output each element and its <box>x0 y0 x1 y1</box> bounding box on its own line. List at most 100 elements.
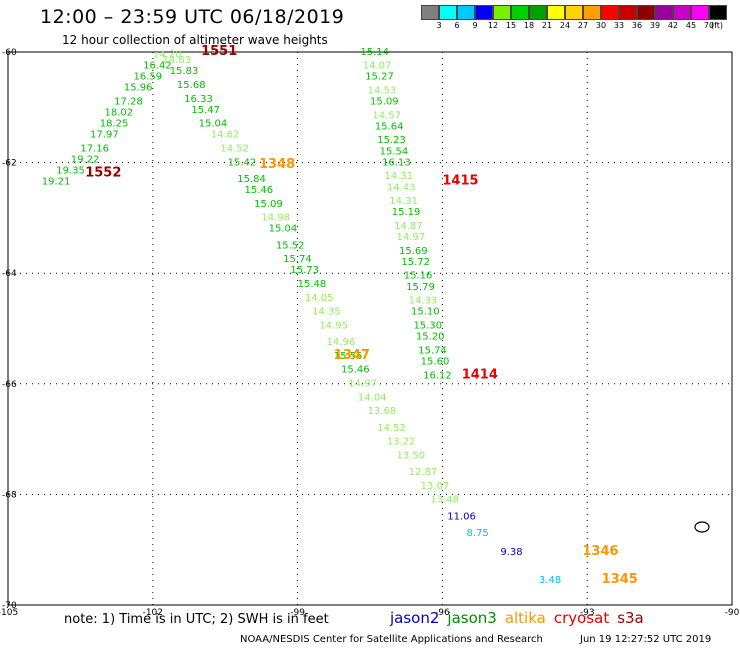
wave-height-value: 15.60 <box>421 356 450 367</box>
y-tick-label: -64 <box>2 269 17 279</box>
wave-height-value: 14.98 <box>261 213 290 224</box>
wave-height-value: 15.54 <box>380 146 409 157</box>
wave-height-value: 14.52 <box>377 423 406 434</box>
wave-height-value: 16.33 <box>184 94 213 105</box>
legend-swatch <box>421 5 439 20</box>
wave-height-value: 15.10 <box>411 307 440 318</box>
wave-height-value: 15.74 <box>418 345 447 356</box>
wave-height-value: 14.62 <box>211 130 240 141</box>
legend-swatch <box>691 5 709 20</box>
wave-height-value: 14.52 <box>220 144 249 155</box>
legend-swatch <box>637 5 655 20</box>
legend-label: 42 <box>667 21 679 30</box>
generated-timestamp: Jun 19 12:27:52 UTC 2019 <box>580 634 712 645</box>
legend-label: 3 <box>436 21 442 30</box>
legend-swatch <box>439 5 457 20</box>
pass-time-label: 1347 <box>334 348 370 363</box>
legend-swatch <box>655 5 673 20</box>
wave-height-value: 15.68 <box>177 80 206 91</box>
legend-swatch <box>619 5 637 20</box>
satellite-legend: jason2 jason3 altika cryosat s3a <box>390 609 652 627</box>
wave-height-value: 16.12 <box>423 370 452 381</box>
wave-height-value: 15.04 <box>199 119 228 130</box>
satellite-legend-cryosat: cryosat <box>553 609 610 627</box>
wave-height-value: 15.04 <box>269 224 298 235</box>
color-legend: 3 6 9 12 15 18 21 24 27 30 33 36 39 42 45 70 (ft) <box>421 5 727 32</box>
wave-height-value: 15.46 <box>341 365 370 376</box>
legend-swatch <box>529 5 547 20</box>
wave-height-value: 15.14 <box>360 47 389 58</box>
wave-height-value: 11.06 <box>447 511 476 522</box>
legend-label: 39 <box>649 21 661 30</box>
legend-swatch <box>565 5 583 20</box>
chart-subtitle: 12 hour collection of altimeter wave hei… <box>62 33 328 47</box>
legend-swatch <box>709 5 727 20</box>
wave-height-value: 16.59 <box>133 72 162 83</box>
wave-height-value: 15.30 <box>413 321 442 332</box>
pass-time-label: 1345 <box>602 572 638 587</box>
legend-label: 12 <box>487 21 499 30</box>
legend-label: 6 <box>454 21 460 30</box>
legend-label: 18 <box>523 21 535 30</box>
wave-height-value: 14.95 <box>319 321 348 332</box>
wave-height-value: 17.16 <box>80 144 109 155</box>
wave-height-value: 15.27 <box>365 72 394 83</box>
chart-title: 12:00 – 23:59 UTC 06/18/2019 <box>40 6 345 28</box>
wave-height-value: 15.20 <box>416 332 445 343</box>
wave-height-value: 15.16 <box>404 271 433 282</box>
wave-height-value: 15.47 <box>191 105 220 116</box>
wave-height-value: 13.07 <box>421 481 450 492</box>
x-tick-label: -93 <box>580 608 595 618</box>
legend-swatch <box>475 5 493 20</box>
wave-height-value: 15.48 <box>298 279 327 290</box>
wave-height-value: 15.84 <box>237 174 266 185</box>
wave-height-value: 13.22 <box>387 437 416 448</box>
y-tick-label: -68 <box>2 490 17 500</box>
y-tick-label: -62 <box>2 159 17 169</box>
pass-times: 1551 1552 1348 1347 1415 1414 1346 1345 <box>85 44 638 587</box>
legend-label: (ft) <box>710 21 724 30</box>
footer-note: note: 1) Time is in UTC; 2) SWH is in fe… <box>64 612 329 627</box>
wave-height-value: 18.25 <box>100 119 129 130</box>
pass-time-label: 1552 <box>85 165 121 180</box>
legend-labels: 3 6 9 12 15 18 21 24 27 30 33 36 39 42 45 70 (ft) <box>421 20 727 32</box>
legend-label: 33 <box>613 21 625 30</box>
pass-time-label: 1415 <box>442 174 478 189</box>
wave-height-value: 14.53 <box>368 85 397 96</box>
wave-height-value: 13.68 <box>368 406 397 417</box>
wave-height-value: 15.74 <box>283 254 312 265</box>
legend-swatch <box>583 5 601 20</box>
wave-height-value: 14.04 <box>358 392 387 403</box>
map-grid <box>8 52 732 605</box>
wave-height-value: 18.02 <box>105 108 134 119</box>
legend-swatch <box>511 5 529 20</box>
map-border <box>7 51 733 606</box>
wave-height-value: 15.19 <box>392 207 421 218</box>
wave-height-value: 14.57 <box>372 110 401 121</box>
wave-height-value: 14.87 <box>394 221 423 232</box>
wave-height-value: 15.72 <box>401 257 430 268</box>
y-tick-label: -66 <box>2 380 17 390</box>
wave-height-value: 17.97 <box>90 130 119 141</box>
legend-label: 21 <box>541 21 553 30</box>
wave-height-value: 14.31 <box>384 171 413 182</box>
wave-height-value: 19.35 <box>56 166 85 177</box>
legend-swatch <box>601 5 619 20</box>
legend-label: 9 <box>472 21 478 30</box>
wave-height-value: 14.35 <box>312 307 341 318</box>
wave-height-value: 14.31 <box>389 196 418 207</box>
satellite-legend-s3a: s3a <box>617 609 644 627</box>
x-tick-label: -105 <box>0 608 18 618</box>
wave-height-value: 15.79 <box>406 282 435 293</box>
x-tick-label: -99 <box>290 608 305 618</box>
wave-height-value: 14.97 <box>348 379 377 390</box>
wave-height-value: 16.13 <box>382 157 411 168</box>
satellite-legend-jason2: jason2 <box>390 609 440 627</box>
wave-height-value: 14.96 <box>327 337 356 348</box>
wave-height-value: 14.05 <box>305 293 334 304</box>
wave-height-value: 3.48 <box>539 575 561 586</box>
wave-height-value: 14.07 <box>363 61 392 72</box>
wave-height-value: 13.50 <box>397 450 426 461</box>
x-tick-label: -90 <box>725 608 740 618</box>
